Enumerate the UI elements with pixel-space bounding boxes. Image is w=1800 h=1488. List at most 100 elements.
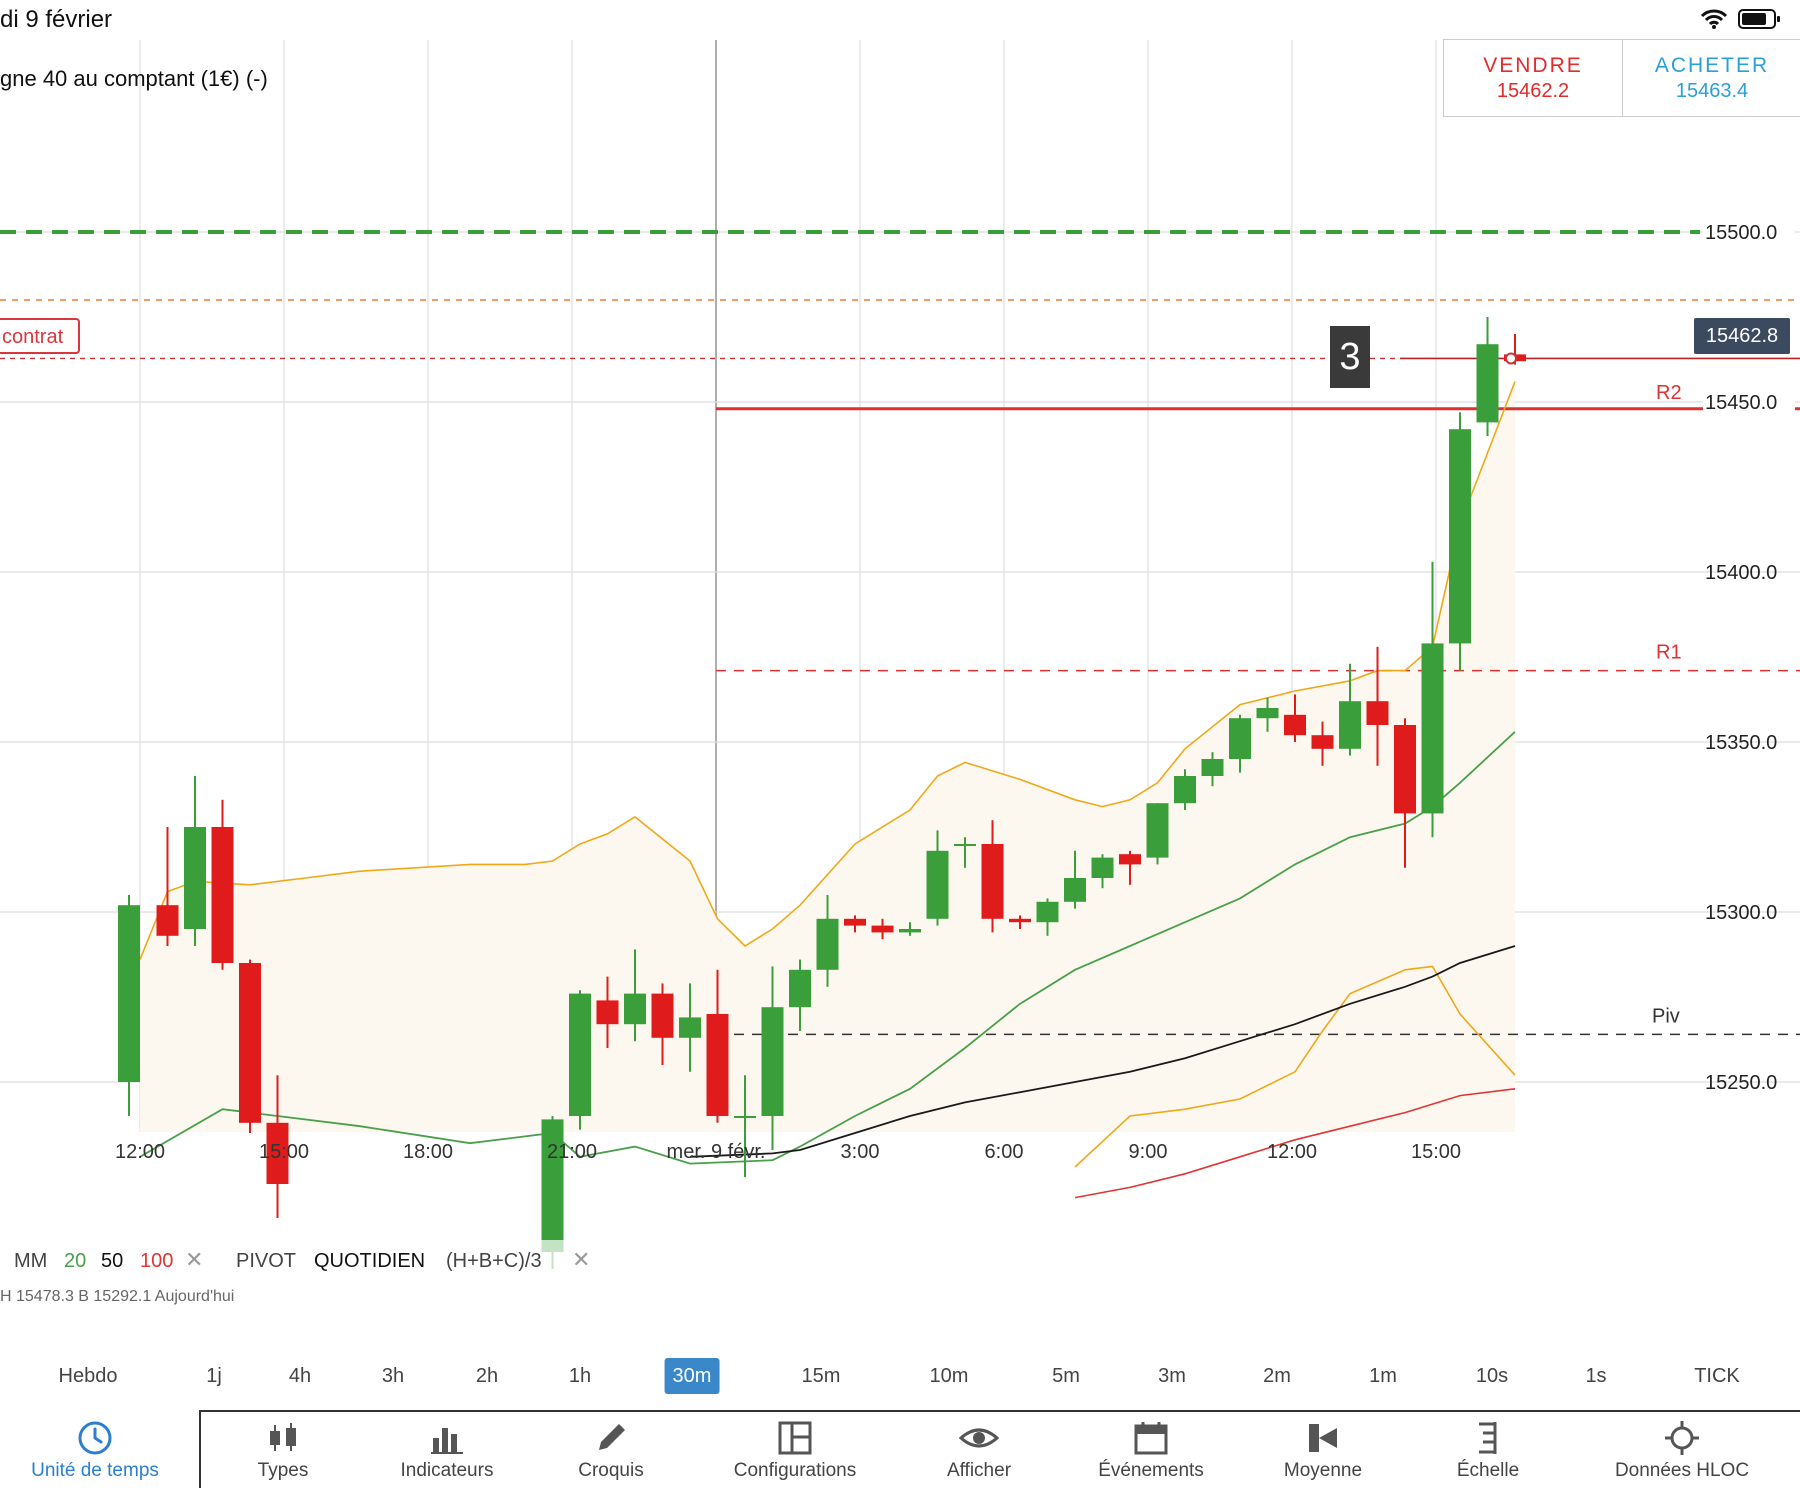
candle-up bbox=[1036, 901, 1059, 923]
legend-pivot: PIVOT bbox=[236, 1250, 297, 1272]
eye-icon bbox=[884, 1420, 1074, 1456]
pencil-icon bbox=[516, 1420, 706, 1456]
sell-label: VENDRE bbox=[1483, 53, 1583, 77]
timeframe-1j[interactable]: 1j bbox=[206, 1365, 222, 1387]
contract-tag[interactable]: contrat bbox=[0, 318, 80, 354]
x-axis-label: 3:00 bbox=[841, 1141, 880, 1163]
timeframe-1h[interactable]: 1h bbox=[568, 1365, 592, 1387]
timeframe-2m[interactable]: 2m bbox=[1263, 1365, 1291, 1387]
candle-up bbox=[954, 844, 976, 846]
toolbar-crosshair-button[interactable]: Données HLOC bbox=[1587, 1420, 1777, 1482]
candle-up bbox=[1146, 803, 1169, 858]
y-axis-label: 15450.0 bbox=[1705, 392, 1777, 414]
indicator-legend[interactable]: MM 20 50 100 ✕ PIVOT QUOTIDIEN (H+B+C)/3… bbox=[0, 1240, 600, 1280]
chart-area[interactable]: R2 R1 Piv 15250.0 15300.0 15350.0 15400.0 15450… bbox=[0, 40, 1800, 1305]
entry-marker bbox=[1505, 352, 1517, 365]
y-axis-label: 15500.0 bbox=[1705, 222, 1777, 244]
timeframe-10s[interactable]: 10s bbox=[1475, 1365, 1509, 1387]
battery-icon bbox=[1738, 9, 1780, 29]
timeframe-5m[interactable]: 5m bbox=[1052, 1365, 1080, 1387]
candle-up bbox=[1476, 344, 1499, 423]
toolbar-label: Croquis bbox=[578, 1460, 644, 1481]
legend-ma50: 50 bbox=[101, 1250, 124, 1272]
sell-button[interactable]: VENDRE 15462.2 bbox=[1444, 40, 1622, 116]
toolbar-scale-button[interactable]: Échelle bbox=[1393, 1420, 1583, 1482]
toolbar-label: Moyenne bbox=[1283, 1460, 1363, 1481]
timeframe-3m[interactable]: 3m bbox=[1158, 1365, 1186, 1387]
buy-button[interactable]: ACHETER 15463.4 bbox=[1622, 40, 1800, 116]
toolbar-label: Afficher bbox=[946, 1460, 1012, 1481]
timeframe-1s[interactable]: 1s bbox=[1585, 1365, 1607, 1387]
candle-up bbox=[1064, 878, 1086, 902]
ma20-line bbox=[139, 731, 1516, 1165]
y-label-backing bbox=[1703, 390, 1795, 414]
scale-icon bbox=[1393, 1420, 1583, 1456]
r2-label: R2 bbox=[1656, 382, 1682, 404]
x-axis-label: 9:00 bbox=[1129, 1141, 1168, 1163]
toolbar-label: Échelle bbox=[1456, 1460, 1520, 1481]
timeframe-bar: Hebdo 1j 4h 3h 2h 1h 30m 15m 10m 5m 3m 2m 1m 10s 1s TIC… bbox=[0, 1350, 1800, 1400]
current-price-tag: 15462.8 bbox=[1694, 318, 1790, 354]
toolbar-candles-button[interactable]: Types bbox=[188, 1420, 378, 1482]
candle-up bbox=[1339, 701, 1361, 749]
timeframe-10m[interactable]: 10m bbox=[929, 1365, 969, 1387]
x-axis-label: 6:00 bbox=[985, 1141, 1024, 1163]
sell-price: 15462.2 bbox=[1496, 79, 1570, 102]
candle-up bbox=[1449, 429, 1471, 644]
wifi-icon bbox=[1700, 9, 1728, 29]
toolbar-divider bbox=[200, 1410, 1800, 1412]
candle-down bbox=[844, 918, 866, 926]
status-bar: di 9 février bbox=[0, 0, 1800, 40]
candle-down bbox=[156, 905, 179, 936]
toolbar-clock-button[interactable]: Unité de temps bbox=[0, 1420, 190, 1482]
legend-mm: MM bbox=[14, 1250, 48, 1272]
timeframe-hebdo[interactable]: Hebdo bbox=[58, 1365, 118, 1387]
bar-chart-icon bbox=[352, 1420, 542, 1456]
remove-pivot-icon[interactable]: ✕ bbox=[572, 1247, 591, 1272]
toolbar-label: Unité de temps bbox=[31, 1460, 159, 1481]
timeframe-15m[interactable]: 15m bbox=[801, 1365, 841, 1387]
candle-down bbox=[239, 963, 261, 1123]
calendar-icon bbox=[1056, 1420, 1246, 1456]
candle-up bbox=[899, 929, 921, 933]
candle-down bbox=[211, 827, 234, 963]
toolbar-eye-button[interactable]: Afficher bbox=[884, 1420, 1074, 1482]
timeframe-tick[interactable]: TICK bbox=[1694, 1365, 1740, 1387]
toolbar-layout-button[interactable]: Configurations bbox=[700, 1420, 890, 1482]
timeframe-30m[interactable]: 30m bbox=[664, 1358, 720, 1394]
toolbar-average-button[interactable]: Moyenne bbox=[1228, 1420, 1418, 1482]
candle-down bbox=[651, 993, 674, 1038]
toolbar-bar-chart-button[interactable]: Indicateurs bbox=[352, 1420, 542, 1482]
bottom-toolbar: Unité de temps Types Indicateurs Croquis Con… bbox=[0, 1410, 1800, 1488]
candle-up bbox=[1091, 857, 1114, 878]
instrument-title: gne 40 au comptant (1€) (-) bbox=[0, 66, 268, 91]
r1-label: R1 bbox=[1656, 642, 1682, 664]
timeframe-3h[interactable]: 3h bbox=[381, 1365, 405, 1387]
price-chart[interactable]: R2 R1 Piv 15250.0 15300.0 15350.0 15400.0 15450… bbox=[0, 40, 1800, 1305]
candle-down bbox=[1394, 725, 1416, 814]
clock-icon bbox=[0, 1420, 190, 1456]
y-axis-label: 15250.0 bbox=[1705, 1072, 1777, 1094]
timeframe-4h[interactable]: 4h bbox=[288, 1365, 312, 1387]
candle-up bbox=[184, 827, 206, 929]
legend-formula: (H+B+C)/3 bbox=[446, 1250, 542, 1272]
status-date: di 9 février bbox=[0, 6, 113, 33]
candle-down bbox=[1284, 714, 1306, 736]
y-axis-label: 15350.0 bbox=[1705, 732, 1777, 754]
timeframe-1m[interactable]: 1m bbox=[1369, 1365, 1397, 1387]
toolbar-label: Indicateurs bbox=[400, 1460, 494, 1481]
toolbar-calendar-button[interactable]: Événements bbox=[1056, 1420, 1246, 1482]
remove-ma-icon[interactable]: ✕ bbox=[185, 1247, 204, 1272]
x-axis-label: 18:00 bbox=[403, 1141, 453, 1163]
x-axis-label: 15:00 bbox=[259, 1141, 309, 1163]
timeframe-2h[interactable]: 2h bbox=[475, 1365, 499, 1387]
toolbar-pencil-button[interactable]: Croquis bbox=[516, 1420, 706, 1482]
candle-up bbox=[816, 918, 839, 970]
y-label-backing bbox=[1703, 220, 1795, 244]
bollinger-fill bbox=[140, 381, 1515, 1133]
legend-ma20: 20 bbox=[64, 1250, 87, 1272]
x-axis-label: 12:00 bbox=[115, 1141, 165, 1163]
x-axis-label: 21:00 bbox=[547, 1141, 597, 1163]
crosshair-icon bbox=[1587, 1420, 1777, 1456]
count-badge: 3 bbox=[1330, 326, 1370, 388]
